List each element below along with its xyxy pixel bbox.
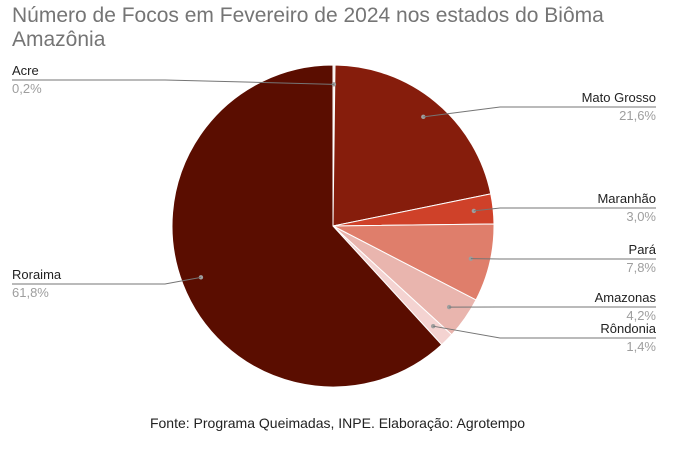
- pie-slice-mato-grosso[interactable]: [332, 64, 492, 227]
- pie-labels: Acre 0,2% Mato Grosso 21,6% Maranhão 3,0% Pará…: [12, 63, 657, 354]
- slice-percent-maranhao: 3,0%: [626, 209, 656, 224]
- leader-line-rondonia: [433, 325, 656, 339]
- source-note: Fonte: Programa Queimadas, INPE. Elabora…: [149, 415, 526, 431]
- chart-title: Número de Focos em Fevereiro de 2024 nos…: [12, 4, 604, 51]
- slice-label-roraima: Roraima: [12, 267, 62, 282]
- slice-label-maranhao: Maranhão: [597, 191, 656, 206]
- slice-label-rondonia: Rôndonia: [600, 321, 656, 336]
- leader-dot-roraima: [198, 275, 204, 280]
- pie-slice-roraima[interactable]: [171, 64, 443, 388]
- leader-line-acre: [12, 79, 334, 85]
- pie-slices: [171, 64, 495, 388]
- leader-dot-acre: [331, 82, 337, 87]
- slice-label-mato-grosso: Mato Grosso: [582, 90, 656, 105]
- leader-line-maranhao: [473, 207, 656, 212]
- slice-percent-para: 7,8%: [626, 260, 656, 275]
- leader-dot-amazonas: [446, 304, 452, 310]
- slice-percent-roraima: 61,8%: [12, 285, 49, 300]
- slice-percent-mato-grosso: 21,6%: [619, 108, 656, 123]
- slice-label-para: Pará: [629, 242, 657, 257]
- slice-label-acre: Acre: [12, 63, 39, 78]
- slice-percent-acre: 0,2%: [12, 81, 42, 96]
- leader-line-mato-grosso: [423, 106, 656, 118]
- leader-line-roraima: [12, 276, 202, 285]
- slice-percent-rondonia: 1,4%: [626, 339, 656, 354]
- slice-percent-amazonas: 4,2%: [626, 308, 656, 323]
- slice-label-amazonas: Amazonas: [595, 290, 657, 305]
